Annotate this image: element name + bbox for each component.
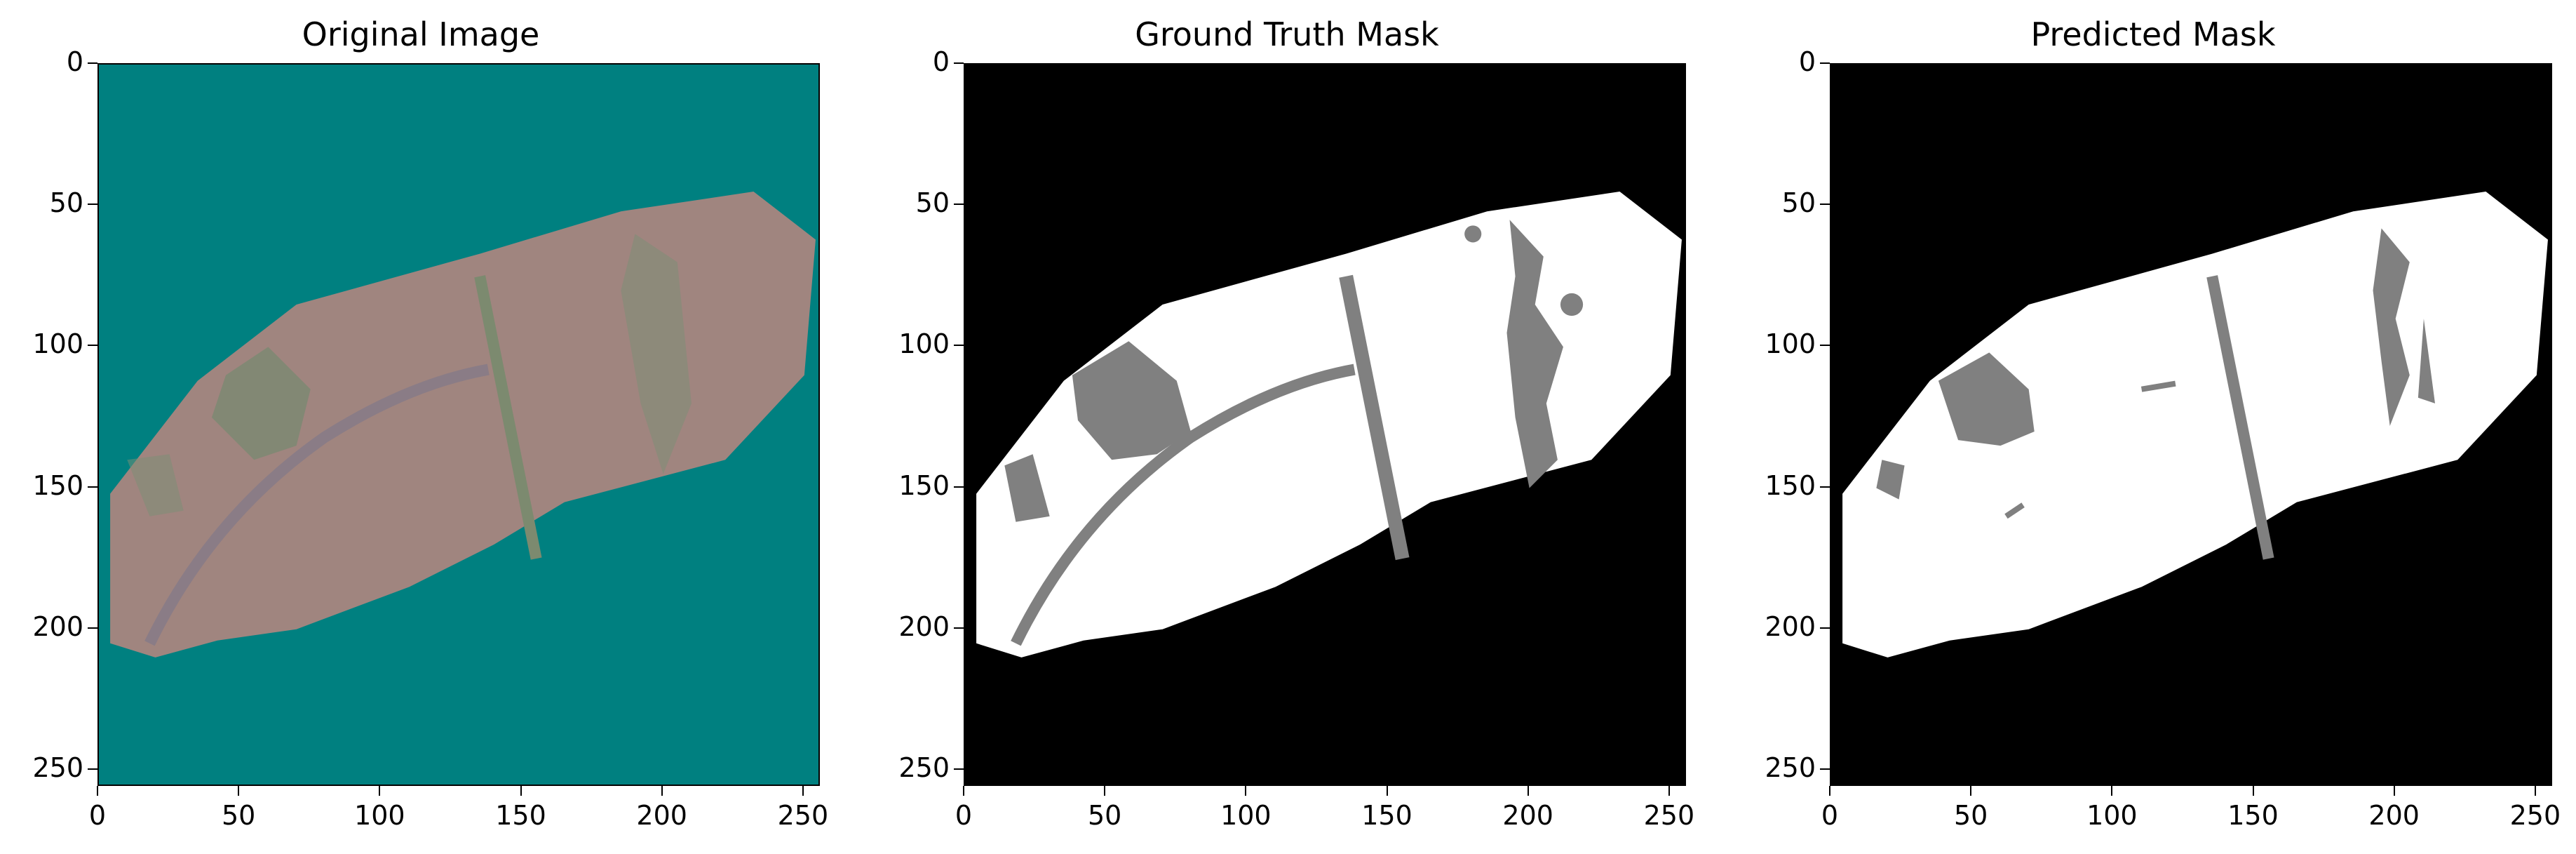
x-tick-label: 0 <box>1821 800 1839 831</box>
x-tick-mark <box>1245 786 1247 796</box>
x-tick-label: 250 <box>777 800 829 831</box>
y-tick-mark <box>954 62 964 64</box>
ground-truth-mask-image <box>965 65 1685 785</box>
y-tick-mark <box>88 627 97 629</box>
y-tick-label: 250 <box>1765 752 1816 783</box>
panel-title: Ground Truth Mask <box>1135 15 1439 53</box>
y-tick-label: 150 <box>1765 469 1816 501</box>
original-image <box>99 65 818 785</box>
y-tick-label: 200 <box>1765 611 1816 642</box>
x-tick-label: 0 <box>955 800 973 831</box>
y-tick-label: 50 <box>915 187 950 219</box>
x-tick-label: 150 <box>2227 800 2279 831</box>
y-tick-mark <box>1820 627 1830 629</box>
y-tick-mark <box>88 345 97 347</box>
x-tick-label: 200 <box>2368 800 2420 831</box>
x-tick-mark <box>520 786 522 796</box>
x-tick-label: 250 <box>2509 800 2561 831</box>
y-tick-mark <box>954 345 964 347</box>
x-tick-label: 150 <box>495 800 546 831</box>
x-tick-label: 200 <box>636 800 687 831</box>
x-tick-mark <box>1527 786 1529 796</box>
y-tick-mark <box>88 768 97 770</box>
x-tick-mark <box>1829 786 1830 796</box>
x-tick-mark <box>2393 786 2395 796</box>
y-tick-mark <box>1820 204 1830 206</box>
y-tick-label: 100 <box>898 328 950 360</box>
x-tick-mark <box>2534 786 2536 796</box>
y-tick-label: 0 <box>932 46 950 77</box>
panel-title: Original Image <box>302 15 540 53</box>
x-tick-mark <box>2111 786 2113 796</box>
x-tick-label: 100 <box>1220 800 1272 831</box>
x-tick-label: 50 <box>221 800 256 831</box>
panel-ground-truth-mask: Ground Truth Mask <box>866 0 1708 854</box>
y-tick-mark <box>954 768 964 770</box>
y-tick-mark <box>88 204 97 206</box>
x-tick-mark <box>661 786 663 796</box>
x-tick-label: 50 <box>1087 800 1122 831</box>
x-tick-label: 50 <box>1953 800 1988 831</box>
y-tick-label: 250 <box>898 752 950 783</box>
y-tick-mark <box>88 486 97 488</box>
x-tick-mark <box>1970 786 1972 796</box>
x-tick-label: 250 <box>1643 800 1695 831</box>
y-tick-label: 200 <box>32 611 83 642</box>
image-axes <box>97 63 820 786</box>
y-tick-label: 250 <box>32 752 83 783</box>
x-tick-mark <box>1386 786 1388 796</box>
x-tick-mark <box>2252 786 2254 796</box>
x-tick-mark <box>1104 786 1106 796</box>
x-tick-label: 100 <box>354 800 405 831</box>
x-tick-mark <box>97 786 98 796</box>
x-tick-label: 150 <box>1361 800 1412 831</box>
x-tick-mark <box>238 786 240 796</box>
y-tick-label: 100 <box>1765 328 1816 360</box>
y-tick-mark <box>1820 62 1830 64</box>
y-tick-label: 50 <box>49 187 83 219</box>
y-tick-label: 0 <box>1798 46 1816 77</box>
y-tick-mark <box>1820 486 1830 488</box>
panel-title: Predicted Mask <box>2030 15 2276 53</box>
y-tick-label: 0 <box>66 46 83 77</box>
predicted-mask-image <box>1831 65 2551 785</box>
y-tick-mark <box>954 486 964 488</box>
x-tick-mark <box>963 786 964 796</box>
panel-predicted-mask: Predicted Mask <box>1732 0 2574 854</box>
y-tick-mark <box>954 204 964 206</box>
y-tick-mark <box>1820 345 1830 347</box>
y-tick-label: 200 <box>898 611 950 642</box>
x-tick-mark <box>802 786 804 796</box>
panel-original-image: Original Image <box>0 0 842 854</box>
image-axes <box>1830 63 2552 786</box>
y-tick-label: 100 <box>32 328 83 360</box>
x-tick-label: 0 <box>88 800 107 831</box>
x-tick-label: 200 <box>1502 800 1553 831</box>
y-tick-mark <box>88 62 97 64</box>
x-tick-mark <box>379 786 381 796</box>
y-tick-label: 150 <box>898 469 950 501</box>
y-tick-mark <box>1820 768 1830 770</box>
y-tick-label: 50 <box>1781 187 1816 219</box>
x-tick-label: 100 <box>2086 800 2138 831</box>
x-tick-mark <box>1668 786 1670 796</box>
y-tick-label: 150 <box>32 469 83 501</box>
image-axes <box>964 63 1686 786</box>
y-tick-mark <box>954 627 964 629</box>
